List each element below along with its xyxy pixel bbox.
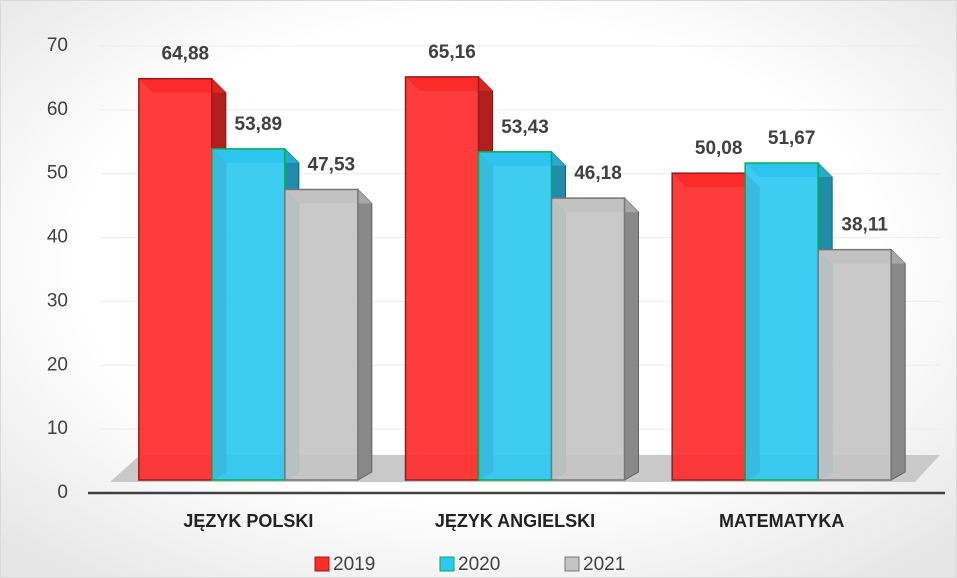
x-tick-label: JĘZYK ANGIELSKI (435, 511, 595, 531)
legend-label: 2019 (333, 554, 375, 575)
y-tick-label: 70 (47, 35, 68, 56)
y-tick-label: 30 (47, 290, 68, 311)
bar (284, 188, 359, 481)
data-label: 47,53 (308, 155, 356, 176)
legend-swatch (439, 556, 455, 572)
legend-swatch (314, 556, 330, 572)
bar (550, 197, 626, 481)
legend-label: 2020 (458, 554, 500, 575)
bar-side (890, 248, 906, 481)
bar (477, 151, 553, 481)
bar-side (357, 188, 373, 481)
y-tick-label: 50 (47, 163, 68, 184)
legend-label: 2021 (583, 554, 625, 575)
y-tick-label: 40 (47, 227, 68, 248)
legend-swatch (564, 556, 580, 572)
bar (138, 77, 213, 481)
y-tick-label: 60 (47, 99, 68, 120)
y-tick-label: 0 (57, 482, 68, 503)
bar (211, 148, 286, 481)
bar (744, 162, 819, 481)
bar (817, 248, 892, 481)
data-label: 38,11 (841, 215, 888, 236)
y-tick-label: 10 (47, 418, 68, 439)
bar (404, 76, 480, 481)
y-tick-label: 20 (47, 354, 68, 375)
x-tick-label: MATEMATYKA (719, 511, 844, 531)
data-label: 46,18 (574, 163, 622, 184)
bar-side (624, 196, 639, 481)
data-label: 53,89 (235, 114, 283, 135)
data-label: 65,16 (428, 42, 476, 63)
bar (671, 172, 746, 481)
data-label: 51,67 (768, 128, 816, 149)
data-label: 53,43 (501, 117, 549, 138)
data-label: 50,08 (695, 138, 743, 159)
x-tick-label: JĘZYK POLSKI (183, 511, 313, 531)
data-label: 64,88 (162, 44, 210, 65)
